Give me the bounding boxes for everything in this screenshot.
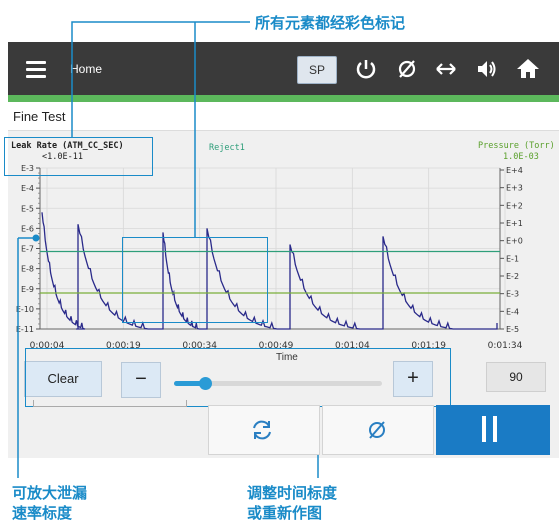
y-right-tick-label: E-5 [506,325,519,334]
time-axis-label: Time [276,352,298,363]
vent-slash-icon [369,421,385,439]
breadcrumb-home[interactable]: Home [70,62,103,76]
y-left-tick-label: E-8 [21,265,34,274]
y-left-tick-label: E-10 [16,305,34,314]
sp-button[interactable]: SP [297,56,337,84]
page-title: Fine Test [13,109,66,124]
y-left-tick-label: E-7 [21,245,34,254]
callout-top: 所有元素都经彩色标记 [255,14,406,32]
y-right-tick-label: E+1 [506,219,523,228]
y-left-tick-label: E-9 [21,285,34,294]
y-right-tick-label: E-1 [506,254,519,263]
y-right-tick-label: E-2 [506,272,519,281]
time-scale-slider-thumb[interactable] [199,377,213,390]
horizontal-arrows-icon[interactable] [432,55,460,83]
y-right-tick-label: E+2 [506,201,523,210]
pressure-label: Pressure (Torr) [478,141,555,151]
power-icon[interactable] [352,55,380,83]
time-scale-slider-fill [174,381,206,386]
y-right-tick-label: E-4 [506,307,519,316]
zoom-in-button[interactable]: + [393,361,433,397]
y-left-tick-label: E-4 [21,184,34,193]
x-tick-label: 0:01:04 [335,341,370,351]
reject-label: Reject1 [209,143,245,153]
callout-right-line1: 调整时间标度 [247,484,338,502]
x-tick-label: 0:00:34 [182,341,217,351]
x-tick-label: 0:00:19 [106,341,141,351]
y-left-tick-label: E-3 [21,164,34,173]
clear-button[interactable]: Clear [24,361,102,397]
leak-rate-value: <1.0E-11 [42,152,83,162]
leak-rate-chart[interactable]: E-3 E-4 E-5 E-6 E-7 E-8 E-9 E-10 E-11 E+4 E+3 E+2 E+… [0,0,559,360]
x-tick-label: 0:00:49 [259,341,294,351]
home-icon[interactable] [514,55,542,83]
vent-icon[interactable] [393,55,421,83]
y-left-tick-label: E-6 [21,224,34,233]
zoom-out-button[interactable]: − [121,362,161,398]
reset-button[interactable] [208,405,320,455]
app-header [8,42,559,95]
y-right-tick-label: E+0 [506,237,523,246]
time-scale-slider-track[interactable] [174,381,382,386]
y-right-tick-label: E+3 [506,184,523,193]
title-row [8,102,559,131]
pause-icon-bar-right [493,416,497,442]
pressure-value: 1.0E-03 [503,152,539,162]
pause-icon-bar-left [482,416,486,442]
leak-rate-highlight-box [4,137,153,176]
status-green-bar [8,95,559,102]
volume-icon[interactable] [473,55,501,83]
zoom-value-display: 90 [486,362,546,392]
callout-left-line1: 可放大泄漏 [12,484,88,502]
y-right-tick-label: E-3 [506,290,519,299]
x-tick-label: 0:01:34 [488,341,523,351]
y-left-tick-label: E-5 [21,204,34,213]
clear-button-shadow [33,400,187,407]
refresh-icon [253,420,271,440]
y-right-tick-label: E+4 [506,166,523,175]
x-tick-label: 0:00:04 [30,341,65,351]
menu-icon[interactable] [26,61,46,78]
leak-rate-label: Leak Rate (ATM_CC_SEC) [11,141,124,151]
x-tick-label: 0:01:19 [411,341,446,351]
y-left-tick-label: E-11 [16,325,34,334]
leak-trace-line [41,212,498,330]
